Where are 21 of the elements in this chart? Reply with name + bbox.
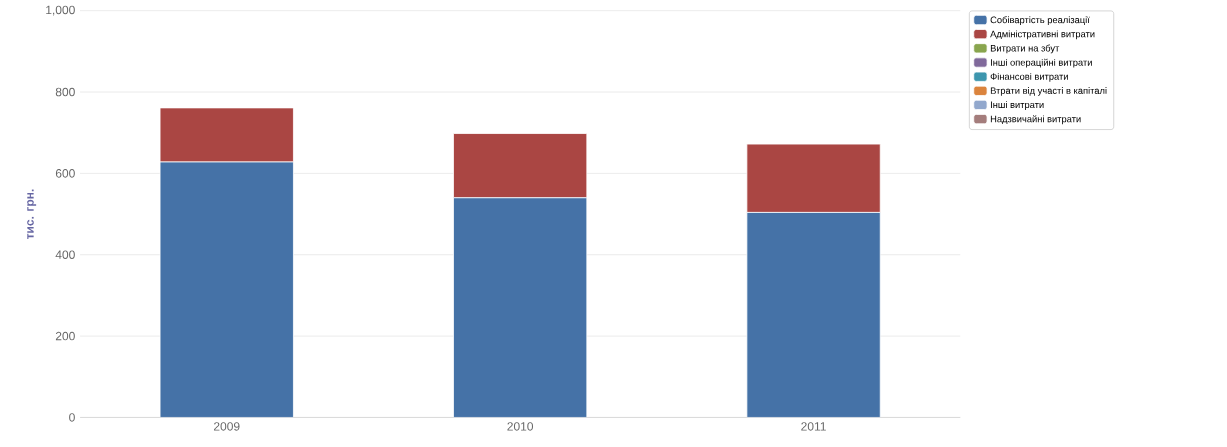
y-tick-label: 200: [55, 331, 75, 341]
y-tick-label: 400: [55, 250, 75, 260]
legend-label: Надзвичайні витрати: [990, 115, 1081, 125]
bar: [746, 212, 881, 418]
y-tick-label: 1,000: [46, 5, 75, 16]
x-tick-label: 2011: [801, 422, 826, 431]
legend-label: Інші операційні витрати: [990, 58, 1092, 68]
y-tick-label: 800: [55, 87, 75, 97]
x-tick-label: 2009: [214, 422, 240, 431]
legend-label: Витрати на збут: [990, 44, 1060, 54]
bar: [159, 161, 294, 418]
legend-label: Адміністративні витрати: [990, 30, 1095, 40]
legend-label: Фінансові витрати: [990, 73, 1068, 82]
y-tick-label: 0: [69, 413, 75, 422]
legend-label: Інші витрати: [990, 101, 1044, 111]
legend-label: Собівартість реалізації: [990, 16, 1090, 26]
x-tick-label: 2010: [507, 422, 534, 431]
legend-label: Втрати від участі в капіталі: [990, 87, 1107, 96]
bar: [453, 197, 588, 418]
y-axis-title: тис. грн.: [27, 189, 37, 240]
y-tick-label: 600: [55, 169, 75, 178]
